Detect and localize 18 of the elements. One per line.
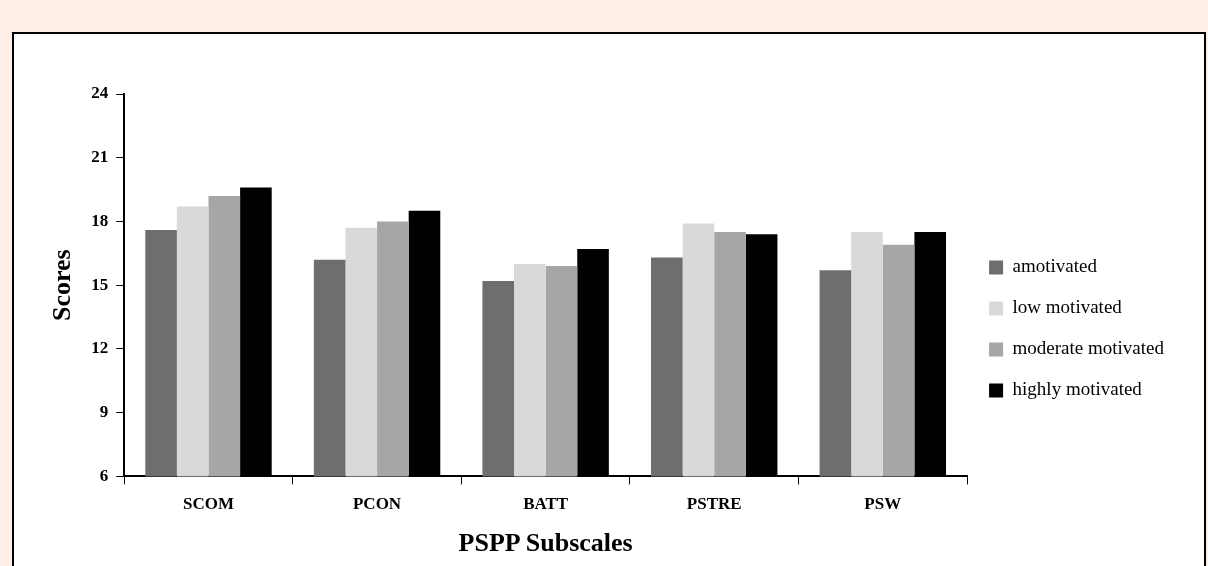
x-tick-label: PSTRE — [686, 493, 742, 513]
x-tick-label: PCON — [352, 493, 402, 513]
legend-label: amotivated — [1012, 255, 1098, 277]
y-tick-label: 9 — [99, 402, 109, 422]
y-tick-label: 6 — [99, 465, 109, 485]
x-axis-title: PSPP Subscales — [458, 528, 633, 558]
legend-label: low motivated — [1012, 296, 1123, 318]
legend-label: highly motivated — [1012, 378, 1143, 400]
x-tick-label: PSW — [864, 493, 902, 513]
y-tick-label: 21 — [91, 147, 109, 167]
x-tick-label: BATT — [523, 493, 569, 513]
y-tick-label: 15 — [91, 274, 109, 294]
y-tick-label: 12 — [91, 338, 109, 358]
y-tick-label: 24 — [91, 83, 109, 103]
y-tick-label: 18 — [91, 210, 109, 230]
y-axis-title: Scores — [47, 249, 77, 322]
legend-label: moderate motivated — [1012, 337, 1165, 359]
x-tick-label: SCOM — [182, 493, 234, 513]
